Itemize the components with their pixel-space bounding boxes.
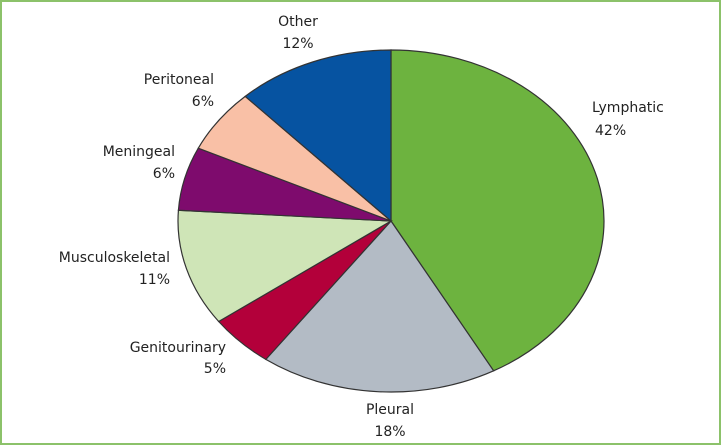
slice-label: Meningeal	[103, 144, 175, 160]
slice-value-label: 6%	[153, 166, 175, 182]
pie-slice	[390, 49, 605, 372]
slice-label: Pleural	[366, 402, 414, 418]
slice-label: Genitourinary	[130, 340, 226, 356]
slice-label: Lymphatic	[592, 100, 664, 116]
slice-value-label: 6%	[192, 94, 214, 110]
pie-slice	[264, 220, 495, 393]
slice-value-label: 12%	[282, 36, 313, 52]
slice-value-label: 18%	[374, 424, 405, 440]
slice-value-label: 42%	[595, 123, 626, 139]
slice-label: Peritoneal	[144, 72, 214, 88]
pie-slice	[177, 209, 394, 323]
slice-label: Other	[278, 14, 318, 30]
slice-value-label: 5%	[204, 361, 226, 377]
slice-value-label: 11%	[139, 272, 170, 288]
pie-slice	[244, 49, 392, 223]
slice-label: Musculoskeletal	[59, 250, 170, 266]
